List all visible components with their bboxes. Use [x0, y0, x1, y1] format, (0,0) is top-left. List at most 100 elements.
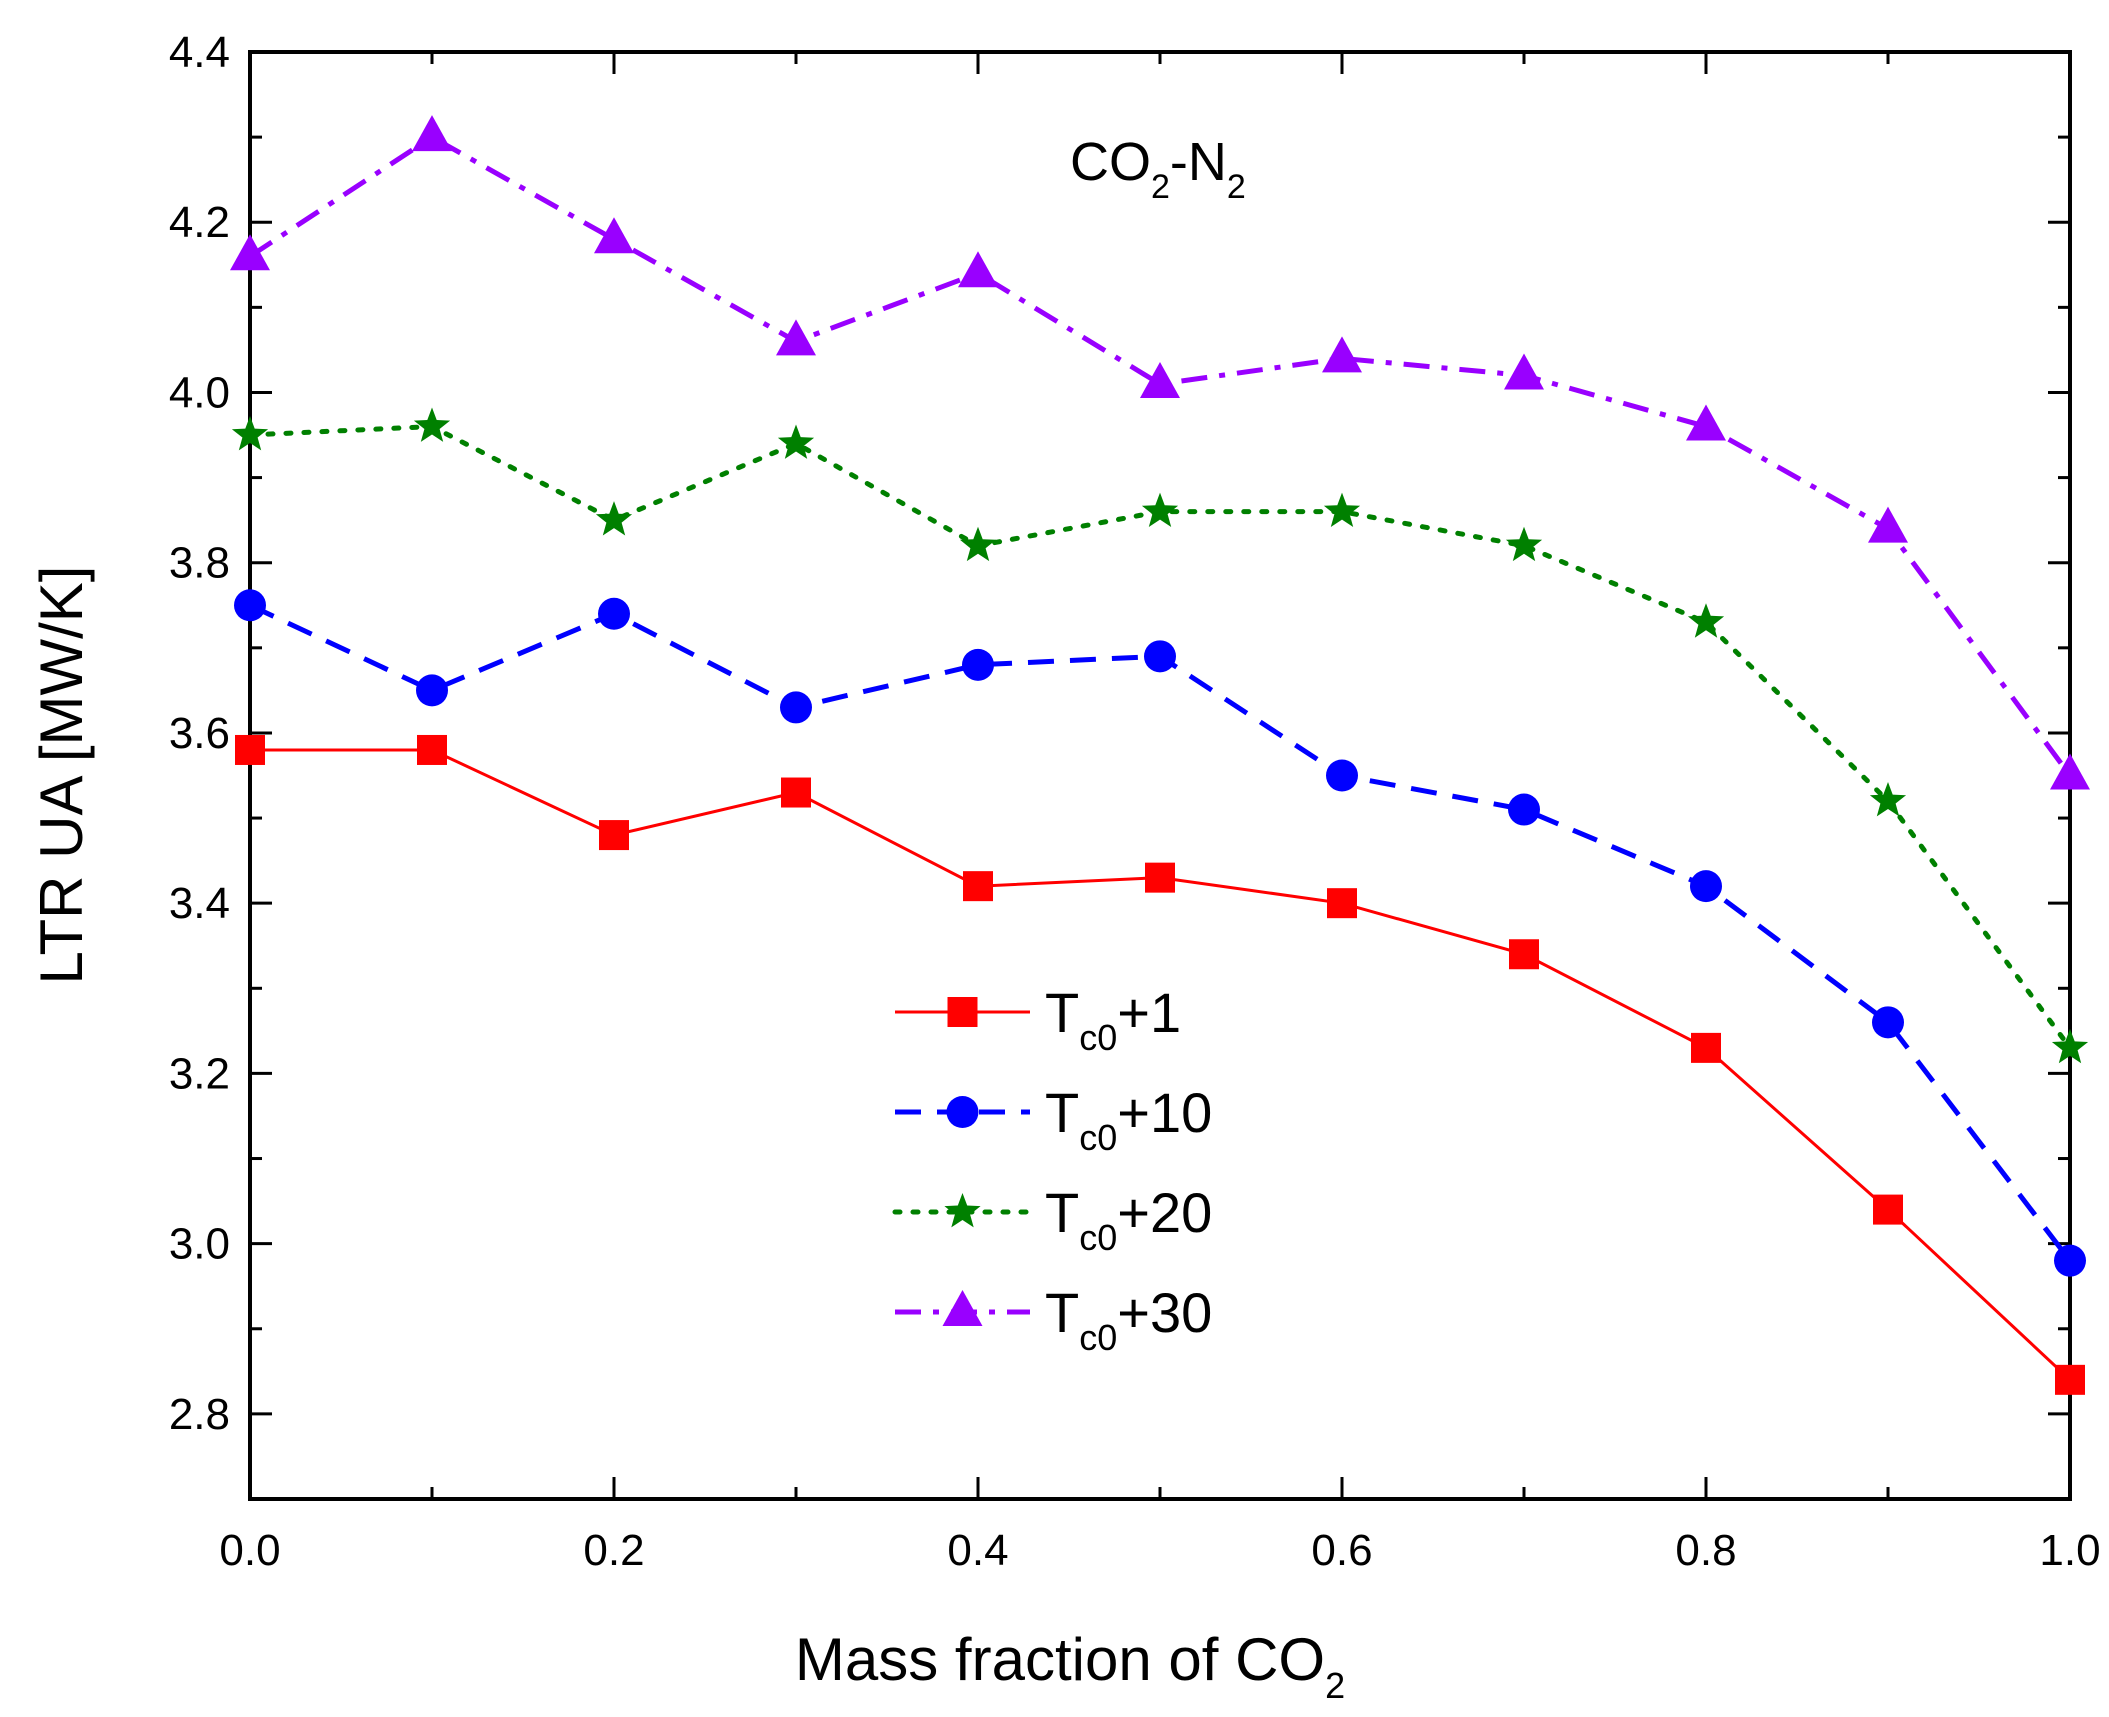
legend-entry: Tc0+10 [895, 1081, 1212, 1158]
legend-label: Tc0+1 [1045, 981, 1181, 1058]
y-tick-label: 3.4 [169, 879, 230, 928]
legend-label-sub: c0 [1079, 1017, 1117, 1058]
annotation-co: CO [1070, 132, 1151, 192]
y-tick-label: 4.2 [169, 198, 230, 247]
data-point [231, 416, 269, 451]
legend-label-sub: c0 [1079, 1217, 1117, 1258]
ticks [248, 50, 2072, 1499]
x-tick-label: 0.0 [219, 1526, 280, 1575]
data-point [1141, 492, 1179, 527]
data-point [1509, 939, 1539, 970]
data-point [2055, 1364, 2085, 1395]
series-4 [230, 115, 2090, 790]
data-point [777, 424, 815, 459]
data-point [1508, 793, 1540, 826]
series-line [248, 134, 2073, 777]
legend-label-tail: +20 [1117, 1181, 1212, 1244]
data-point [1145, 862, 1175, 893]
y-tick-label: 4.0 [169, 368, 230, 417]
data-point [594, 217, 634, 254]
data-point [781, 777, 811, 808]
legend-label-tail: +30 [1117, 1281, 1212, 1344]
legend-entry: Tc0+1 [895, 981, 1181, 1058]
series-3 [231, 407, 2089, 1064]
data-point [1140, 361, 1180, 398]
data-point [413, 407, 451, 442]
x-tick-label: 1.0 [2039, 1526, 2100, 1575]
x-tick-label: 0.4 [947, 1526, 1008, 1575]
y-tick-label: 4.4 [169, 28, 230, 77]
y-tick-label: 3.2 [169, 1049, 230, 1098]
y-tick-label: 3.6 [169, 709, 230, 758]
data-point [963, 871, 993, 902]
series-line [248, 603, 2072, 1263]
data-point [959, 526, 997, 562]
data-point [417, 734, 447, 765]
y-tick-label: 3.8 [169, 539, 230, 588]
data-point [416, 674, 448, 707]
data-point [2050, 753, 2090, 790]
series-layer [230, 115, 2090, 1395]
data-point [1144, 640, 1176, 673]
tick-labels: 0.0 0.2 0.4 0.6 0.8 1.0 2.8 3.0 3.2 3.4 3.6 3.8 4.0 4… [169, 28, 2101, 1575]
data-point [780, 691, 812, 724]
legend-entry: Tc0+30 [895, 1281, 1212, 1358]
legend-label-main: T [1045, 981, 1079, 1044]
data-point [776, 319, 816, 356]
data-point [1868, 506, 1908, 543]
data-point [1327, 888, 1357, 919]
data-point [1505, 526, 1543, 562]
legend-marker [942, 1290, 983, 1326]
x-tick-label: 0.6 [1311, 1526, 1372, 1575]
data-point [2051, 1028, 2089, 1064]
legend-label: Tc0+20 [1045, 1181, 1212, 1258]
x-tick-label: 0.2 [583, 1526, 644, 1575]
series-1 [235, 734, 2085, 1395]
y-tick-label: 2.8 [169, 1390, 230, 1439]
legend-label-main: T [1045, 1281, 1079, 1344]
data-point [412, 115, 452, 152]
series-2 [234, 589, 2086, 1277]
data-point [962, 648, 994, 681]
legend-marker [944, 1193, 981, 1228]
data-point [230, 234, 270, 271]
data-point [958, 251, 998, 288]
y-tick-label: 3.0 [169, 1220, 230, 1269]
legend-label-main: T [1045, 1081, 1079, 1144]
data-point [599, 820, 629, 851]
annotation-sub-1: 2 [1151, 168, 1170, 206]
legend-label-sub: c0 [1079, 1317, 1117, 1358]
x-axis-title: Mass fraction of CO2 [795, 1626, 1345, 1706]
legend-entry: Tc0+20 [892, 1181, 1212, 1258]
data-point [1686, 404, 1726, 441]
data-point [595, 501, 633, 536]
data-point [1322, 336, 1362, 373]
data-point [2054, 1244, 2086, 1277]
data-point [1872, 1006, 1904, 1039]
x-axis-title-sub: 2 [1325, 1665, 1345, 1706]
data-point [1691, 1032, 1721, 1063]
data-point [1687, 603, 1725, 638]
y-axis-title: LTR UA [MW/K] [28, 566, 95, 985]
legend-marker [947, 997, 978, 1027]
data-point [1504, 353, 1544, 390]
annotation: CO2-N2 [1070, 132, 1246, 206]
legend-label-sub: c0 [1079, 1117, 1117, 1158]
data-point [1873, 1194, 1903, 1225]
x-axis-title-main: Mass fraction of CO [795, 1626, 1325, 1693]
data-point [1869, 782, 1907, 817]
legend-label-main: T [1045, 1181, 1079, 1244]
legend-marker [946, 1096, 979, 1128]
legend-label-tail: +10 [1117, 1081, 1212, 1144]
data-point [234, 589, 266, 622]
annotation-mid: -N [1170, 132, 1227, 192]
data-point [598, 597, 630, 630]
data-point [1326, 759, 1358, 792]
x-tick-label: 0.8 [1675, 1526, 1736, 1575]
data-point [235, 734, 265, 765]
data-point [1690, 870, 1722, 903]
legend-label: Tc0+10 [1045, 1081, 1212, 1158]
legend-label-tail: +1 [1117, 981, 1181, 1044]
